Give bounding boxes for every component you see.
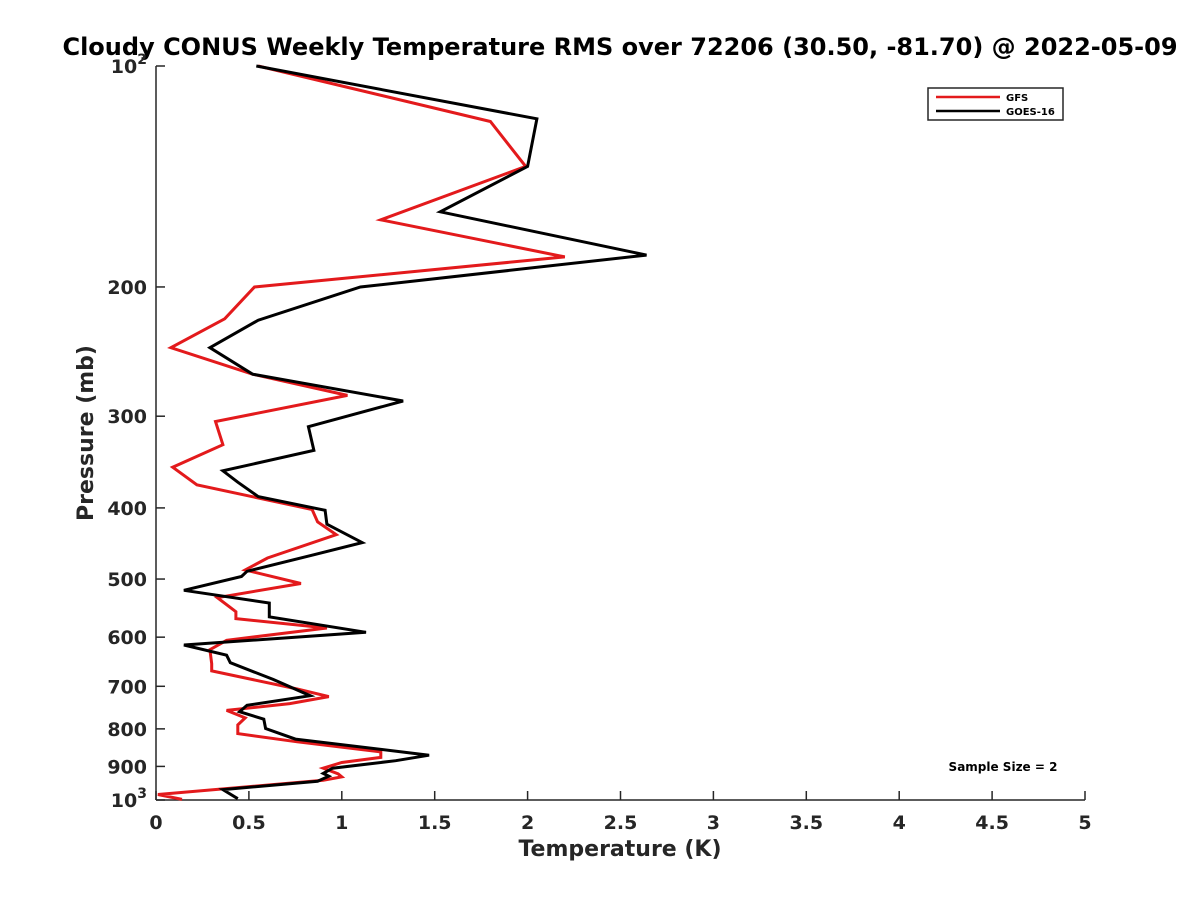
x-tick-label: 5: [1078, 812, 1091, 834]
y-tick-label: 200: [107, 277, 147, 299]
x-tick-label: 3.5: [789, 812, 823, 834]
x-tick-label: 0.5: [232, 812, 266, 834]
legend-label-gfs: GFS: [1006, 93, 1028, 104]
y-tick-label: 300: [107, 406, 147, 428]
legend: GFS GOES-16: [927, 87, 1064, 121]
x-tick-label: 2.5: [604, 812, 638, 834]
x-axis-label: Temperature (K): [518, 837, 721, 862]
x-tick-label: 1.5: [418, 812, 452, 834]
x-tick-label: 3: [707, 812, 720, 834]
x-tick-label: 1: [335, 812, 348, 834]
series-lines: [157, 64, 647, 801]
y-tick-label: 700: [107, 676, 147, 698]
y-tick-label: 900: [107, 756, 147, 778]
sample-size-annotation: Sample Size = 2: [949, 760, 1058, 774]
x-tick-label: 4: [893, 812, 906, 834]
plot-area: 0 0.5 1 1.5 2 2.5 3 3.5 4 4.5 5 102 200 300 400 500 600…: [107, 52, 1091, 834]
series-line-goes16: [183, 64, 647, 800]
x-tick-label: 4.5: [975, 812, 1009, 834]
y-axis-ticks: 102 200 300 400 500 600 700 800 900 103: [107, 52, 165, 812]
y-tick-label: 600: [107, 627, 147, 649]
legend-box: [927, 87, 1064, 121]
y-tick-label: 103: [111, 786, 147, 812]
y-tick-label: 400: [107, 498, 147, 520]
y-tick-label: 800: [107, 719, 147, 741]
y-tick-label: 102: [111, 52, 147, 78]
y-axis-label: Pressure (mb): [74, 345, 99, 521]
legend-label-goes16: GOES-16: [1006, 107, 1055, 118]
x-axis-ticks: 0 0.5 1 1.5 2 2.5 3 3.5 4 4.5 5: [149, 791, 1092, 834]
x-tick-label: 2: [521, 812, 534, 834]
series-line-gfs: [157, 64, 566, 801]
x-tick-label: 0: [149, 812, 162, 834]
y-tick-label: 500: [107, 569, 147, 591]
chart-title: Cloudy CONUS Weekly Temperature RMS over…: [62, 33, 1177, 61]
